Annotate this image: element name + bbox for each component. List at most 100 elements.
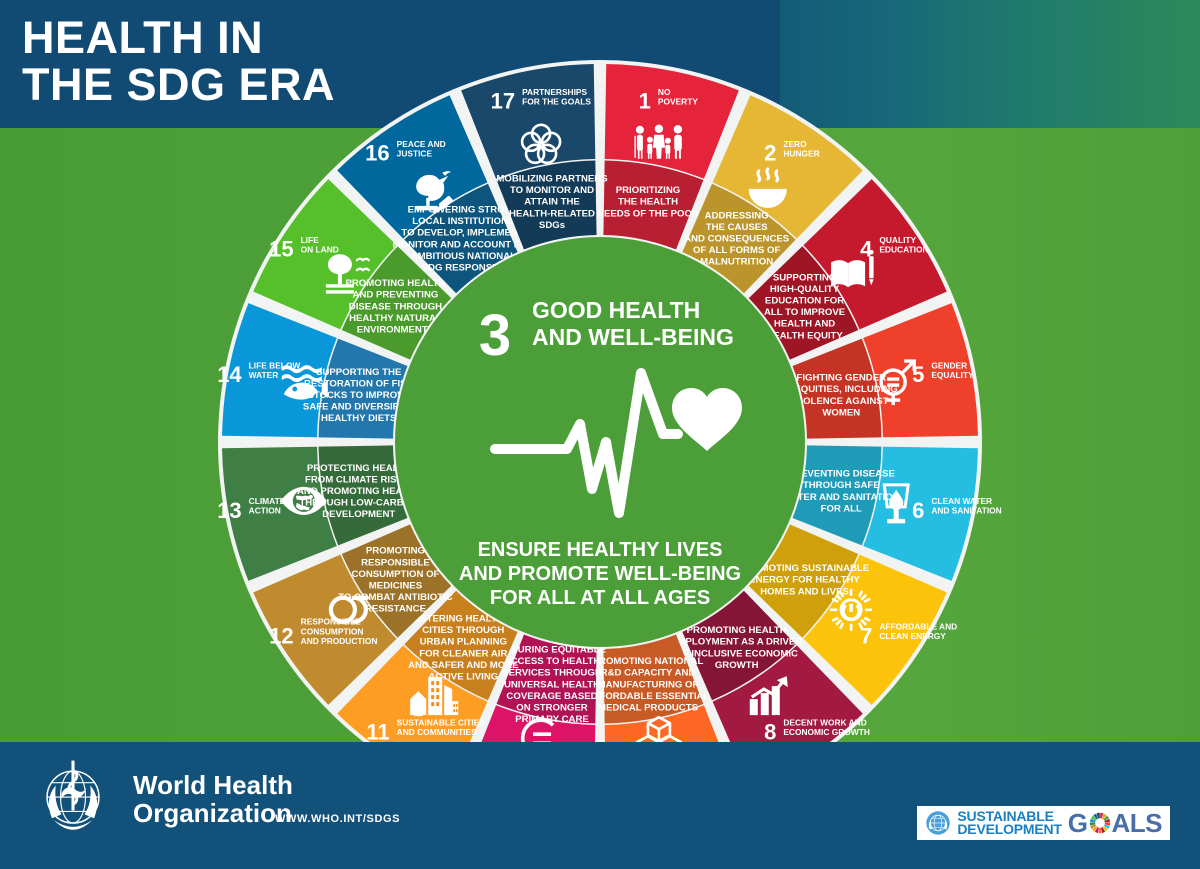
wheel-segment-inner-6[interactable] <box>792 445 882 546</box>
segment-desc-line-3: MANUFACTURING OF <box>598 679 699 690</box>
wheel-segment-inner-7[interactable] <box>748 524 859 638</box>
wheel-segment-inner-13[interactable] <box>318 445 408 546</box>
wheel-segment-inner-8[interactable] <box>682 590 796 701</box>
wheel-segment-inner-14[interactable] <box>318 338 408 439</box>
who-emblem-icon <box>46 760 100 830</box>
segment-desc-line-1: ADDRESSING <box>705 210 769 221</box>
segment-desc-line-4: GROWTH <box>715 660 759 671</box>
segment-desc-line-4: UNIVERSAL HEALTH <box>504 679 600 690</box>
segment-desc-line-1: PROMOTING NATIONAL <box>593 656 704 667</box>
wheel-segment-outer-16[interactable] <box>337 95 488 239</box>
wheel-segment-inner-16[interactable] <box>404 183 518 294</box>
wheel-segment-inner-5[interactable] <box>792 338 882 439</box>
segment-title-12-line3: AND PRODUCTION <box>301 636 378 646</box>
wheel-segment-inner-1[interactable] <box>603 160 704 250</box>
segment-title-15-line1: LIFE <box>301 235 320 245</box>
who-url[interactable]: WWW.WHO.INT/SDGS <box>275 813 401 825</box>
segment-desc-line-3: DISEASE THROUGH <box>349 301 442 312</box>
wheel-segment-inner-2[interactable] <box>682 183 796 294</box>
segment-number-4: 4 <box>860 237 873 262</box>
dove-gavel-icon <box>416 171 453 214</box>
segment-desc-line-2: RESTORATION OF FISH <box>304 378 414 389</box>
segment-desc-line-1: MOBILIZING PARTNERS <box>496 174 608 185</box>
segment-desc-line-3: VIOLENCE AGAINST <box>794 396 889 407</box>
segment-title-2-line2: HUNGER <box>783 148 819 158</box>
segment-desc-line-5: HEALTH AND <box>774 319 835 330</box>
wheel-segment-inner-17[interactable] <box>496 160 597 250</box>
sdg-logo-goals: G ALS <box>1067 808 1163 838</box>
segment-title-16-line2: JUSTICE <box>397 148 433 158</box>
wheel-segment-outer-7[interactable] <box>803 554 947 705</box>
sdg-goals-pre: G <box>1067 808 1088 838</box>
wheel-segment-inner-10[interactable] <box>496 634 597 724</box>
wheel-segment-inner-4[interactable] <box>748 246 859 360</box>
un-emblem-icon <box>926 811 951 835</box>
segment-desc-line-2: AND PREVENTING <box>353 290 439 301</box>
segment-desc-line-5: SDGs <box>539 220 565 231</box>
center-tagline-line3: FOR ALL AT ALL AGES <box>490 587 710 609</box>
segment-desc-line-3: SERVICES THROUGH <box>502 668 602 679</box>
segment-desc-line-2: R&D CAPACITY AND <box>601 668 696 679</box>
segment-title-13-line1: CLIMATE <box>249 496 286 506</box>
segment-desc-line-4: FOR CLEANER AIR <box>419 648 507 659</box>
wheel-segment-outer-2[interactable] <box>712 95 863 239</box>
segment-desc-line-1: ENSURING EQUITABLE <box>498 644 607 655</box>
wheel-segment-outer-15[interactable] <box>253 179 397 330</box>
segment-desc-line-6: HEALTH EQUITY <box>766 330 843 341</box>
segment-desc-line-1: PROMOTING SUSTAINABLE <box>740 563 870 574</box>
wheel-segment-outer-17[interactable] <box>461 64 596 179</box>
wheel-segment-outer-13[interactable] <box>222 446 337 581</box>
segment-number-14: 14 <box>217 362 242 387</box>
wheel-segment-inner-11[interactable] <box>404 590 518 701</box>
wheel-segment-inner-15[interactable] <box>341 246 452 360</box>
heartbeat-icon <box>490 368 742 518</box>
segment-number-6: 6 <box>912 498 924 523</box>
segment-desc-line-5: AND SAFER AND MORE <box>408 660 519 671</box>
segment-desc-line-3: TO DEVELOP, IMPLEMENT, <box>401 228 525 239</box>
wheel-segment-outer-6[interactable] <box>863 446 978 581</box>
wheel-segment-outer-14[interactable] <box>222 303 337 438</box>
segment-desc-line-1: FOSTERING HEALTHIER <box>407 614 520 625</box>
segment-number-12: 12 <box>269 623 293 648</box>
water-glass-drop-icon <box>882 483 910 524</box>
wheel-segment-inner-12[interactable] <box>341 524 452 638</box>
wheel-segment-outer-12[interactable] <box>253 554 397 705</box>
center-title-line1: GOOD HEALTH <box>532 297 700 323</box>
eye-globe-icon <box>280 486 327 515</box>
wheel-segment-inner-9[interactable] <box>603 634 704 724</box>
segment-desc-line-3: WATER AND SANITATION <box>783 492 900 503</box>
segment-desc-line-2: EMPLOYMENT AS A DRIVER <box>671 637 802 648</box>
segment-number-11: 11 <box>366 719 389 744</box>
infinity-loop-icon <box>328 595 369 624</box>
center-content: 3 GOOD HEALTH AND WELL-BEING ENSURE HEAL… <box>459 297 742 609</box>
segment-title-11-line1: SUSTAINABLE CITIES <box>397 718 486 728</box>
wheel-segment-outer-4[interactable] <box>803 179 947 330</box>
growth-chart-icon <box>749 676 788 716</box>
segment-title-4-line2: EDUCATION <box>879 244 928 254</box>
segment-desc-line-3: NEEDS OF THE POOR <box>597 208 699 219</box>
segment-desc-line-6: ON STRONGER <box>516 702 587 713</box>
segment-desc-line-3: CONSUMPTION OF <box>351 569 439 580</box>
who-name: World Health Organization <box>133 771 293 827</box>
interlocking-circles-icon <box>520 123 562 165</box>
segment-number-8: 8 <box>764 719 776 744</box>
page-title: HEALTH IN THE SDG ERA <box>22 14 335 108</box>
segment-title-16-line1: PEACE AND <box>397 139 446 149</box>
segment-desc-line-6: ACTIVE LIVING <box>428 672 498 683</box>
segment-title-8-line2: ECONOMIC GROWTH <box>783 727 870 737</box>
segment-desc-line-4: THROUGH LOW-CARBON <box>299 498 418 509</box>
